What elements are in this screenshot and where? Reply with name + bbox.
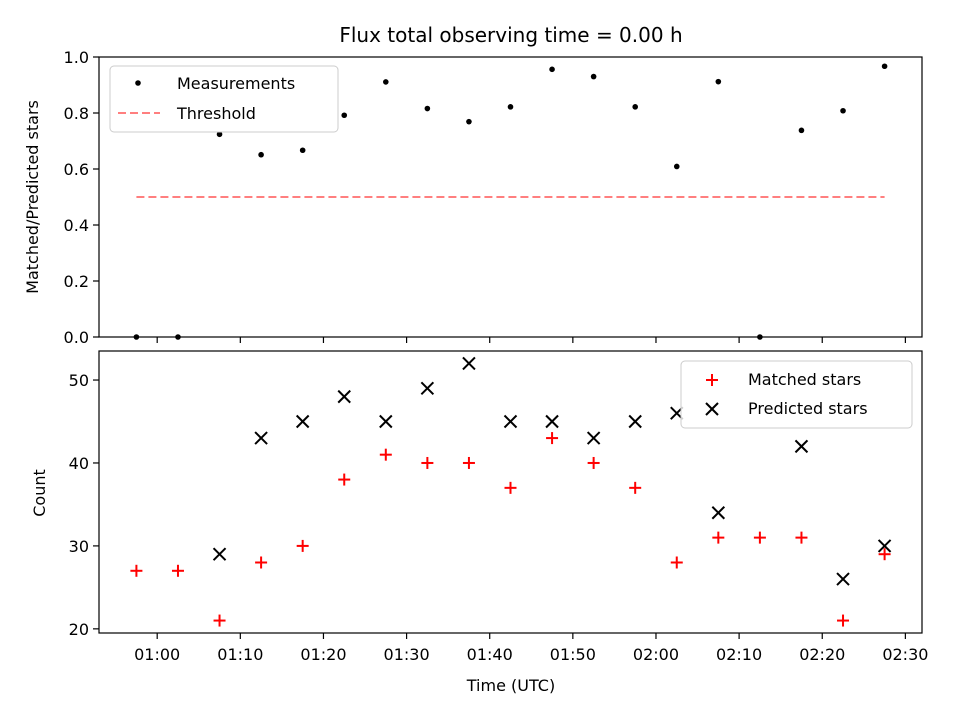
measurement-point [632,104,638,110]
measurement-point [299,147,306,154]
legend-measurements-label: Measurements [177,74,295,93]
count-x-ticks: 01:00 01:10 01:20 01:30 01:40 01:50 02:00 02:10… [134,633,928,664]
x-axis-label: Time (UTC) [466,676,555,695]
measurement-points-layer [133,63,888,340]
predicted-star-marker [379,414,393,429]
count-y-axis-label: Count [30,469,49,517]
count-x-tick-label: 01:50 [550,645,596,664]
legend-predicted-label: Predicted stars [748,399,868,418]
ratio-panel: 0.0 0.2 0.4 0.6 0.8 1.0 Matched/Predicted sta… [23,48,923,347]
measurement-point [798,127,805,134]
matched-star-marker [546,432,559,445]
matched-star-marker [878,548,891,561]
predicted-star-marker [295,414,310,429]
count-y-tick-label: 30 [69,537,89,556]
matched-star-marker [296,539,309,552]
count-x-tick-label: 02:00 [633,645,679,664]
measurement-point [424,105,431,112]
predicted-star-marker [586,431,601,445]
count-x-tick-label: 01:20 [300,645,346,664]
matched-star-marker [504,481,517,494]
predicted-stars-layer [212,356,892,586]
count-y-tick-label: 20 [69,620,89,639]
measurement-point [507,104,514,110]
predicted-star-marker [794,439,809,454]
measurement-point [258,151,264,158]
matched-star-marker [421,456,434,469]
measurement-point [881,63,888,70]
measurement-point [216,131,223,138]
count-y-ticks: 20 30 40 50 [69,371,99,639]
ratio-y-tick-label: 0.0 [64,328,89,347]
legend-matched-marker [706,374,718,386]
ratio-y-tick-label: 1.0 [64,48,89,67]
matched-star-marker [171,564,184,577]
measurement-point [383,79,389,85]
measurement-point [549,66,555,73]
ratio-y-tick-label: 0.6 [64,160,89,179]
ratio-y-tick-label: 0.4 [64,216,89,235]
matched-star-marker [753,531,766,544]
count-y-tick-label: 40 [69,454,89,473]
predicted-star-marker [628,414,642,429]
measurement-point [840,107,846,114]
count-x-tick-label: 01:00 [134,645,180,664]
matched-star-marker [338,473,351,486]
ratio-x-ticks [156,337,906,343]
predicted-star-marker [462,356,476,371]
measurement-point [590,73,597,80]
measurement-point [466,118,472,125]
count-x-tick-label: 02:30 [882,645,928,664]
legend-threshold-label: Threshold [176,104,256,123]
predicted-star-marker [711,506,726,520]
legend-predicted-marker [705,402,719,416]
measurement-point [341,112,348,119]
count-plot-frame [98,350,923,634]
predicted-star-marker [337,389,351,404]
matched-star-marker [130,564,143,577]
legend-measurements-marker [135,80,141,86]
ratio-y-ticks: 0.0 0.2 0.4 0.6 0.8 1.0 [64,48,99,347]
matched-star-marker [629,481,642,494]
measurement-point [673,163,680,170]
ratio-legend: Measurements Threshold [109,65,339,133]
matched-star-marker [379,448,392,461]
ratio-y-axis-label: Matched/Predicted stars [23,100,42,294]
count-x-tick-label: 02:20 [799,645,845,664]
ratio-y-tick-label: 0.2 [64,272,89,291]
matched-star-marker [587,456,600,469]
ratio-y-tick-label: 0.8 [64,104,89,123]
matched-star-marker [712,531,725,544]
matched-stars-layer [130,432,891,627]
predicted-star-marker [545,414,559,429]
matched-star-marker [213,614,226,627]
predicted-star-marker [877,539,892,553]
count-x-tick-label: 01:30 [384,645,430,664]
count-legend-box [680,360,913,429]
ratio-plot-frame [98,56,923,338]
chart-title: Flux total observing time = 0.00 h [339,23,682,47]
measurement-point [715,78,722,85]
count-y-tick-label: 50 [69,371,89,390]
predicted-star-marker [420,381,435,396]
ratio-legend-box [109,65,339,133]
predicted-star-marker [212,547,227,561]
count-legend: Matched stars Predicted stars [680,360,913,429]
matched-star-marker [255,556,268,569]
count-x-tick-label: 01:10 [217,645,263,664]
predicted-star-marker [254,431,268,445]
predicted-star-marker [836,572,850,586]
matched-star-marker [670,556,683,569]
count-x-tick-label: 01:40 [467,645,513,664]
predicted-star-marker [503,414,518,429]
count-x-tick-label: 02:10 [716,645,762,664]
legend-matched-label: Matched stars [748,370,861,389]
matched-star-marker [837,614,850,627]
matched-star-marker [795,531,808,544]
matched-star-marker [462,456,475,469]
